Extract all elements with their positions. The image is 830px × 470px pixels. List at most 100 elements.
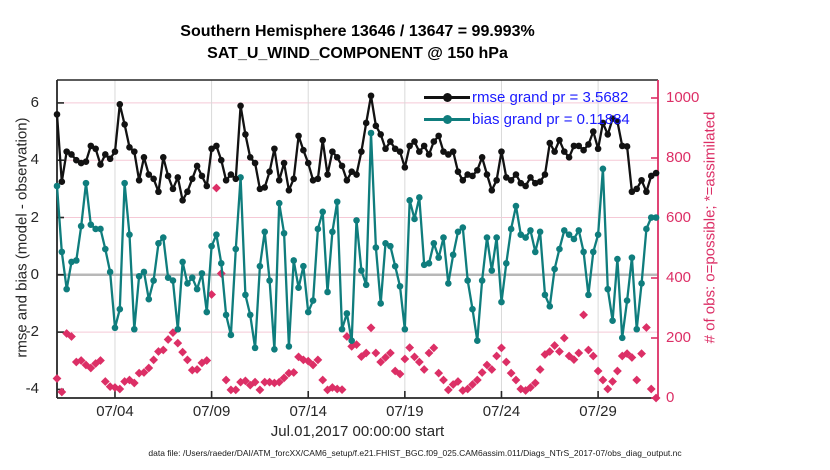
bias-marker <box>213 231 220 239</box>
obs-marker <box>443 385 453 395</box>
bias-marker <box>159 234 167 241</box>
bias-marker <box>232 245 240 253</box>
obs-marker <box>110 383 120 392</box>
bias-marker <box>145 295 153 303</box>
bias-marker <box>594 231 602 239</box>
bias-marker <box>565 231 573 239</box>
obs-marker <box>501 357 511 367</box>
rmse-marker <box>155 188 162 196</box>
rmse-marker <box>208 145 215 153</box>
rmse-marker <box>445 151 452 158</box>
rmse-marker <box>121 121 128 128</box>
bias-marker <box>522 234 529 241</box>
bias-marker <box>440 234 447 241</box>
rmse-marker <box>159 154 167 161</box>
obs-marker <box>226 385 236 395</box>
obs-marker <box>100 377 110 386</box>
bias-marker <box>126 231 133 239</box>
legend-bias: bias grand pr = 0.11884 <box>424 108 630 130</box>
rmse-marker <box>169 185 177 193</box>
bias-marker <box>401 325 409 333</box>
bias-marker <box>314 225 322 233</box>
bias-marker <box>604 285 612 293</box>
bias-marker <box>116 305 124 313</box>
bias-marker <box>614 255 621 263</box>
rmse-marker <box>353 171 360 178</box>
obs-marker <box>342 332 352 341</box>
bias-marker <box>507 225 515 233</box>
rmse-marker <box>82 158 90 165</box>
rmse-marker <box>174 174 182 181</box>
rmse-marker <box>140 154 148 161</box>
obs-marker <box>202 356 212 365</box>
rmse-marker <box>68 151 75 158</box>
rmse-marker <box>237 102 244 110</box>
rmse-marker <box>314 175 322 183</box>
rmse-marker <box>474 166 481 174</box>
x-axis-label: Jul.01,2017 00:00:00 start <box>270 423 445 440</box>
left-tick-label: -4 <box>25 380 39 398</box>
bias-marker <box>169 277 177 284</box>
bias-marker <box>198 270 206 277</box>
bias-marker <box>474 337 481 345</box>
bias-marker <box>203 308 211 316</box>
obs-marker <box>71 357 81 367</box>
bias-marker <box>435 254 442 261</box>
right-tick-label: 1000 <box>666 89 700 106</box>
bias-marker <box>106 268 114 276</box>
bias-marker <box>445 280 452 287</box>
obs-marker <box>318 375 328 385</box>
bias-marker <box>454 228 462 236</box>
rmse-marker <box>246 154 254 161</box>
rmse-marker <box>53 111 61 118</box>
rmse-marker <box>261 184 269 191</box>
bias-marker <box>498 298 505 306</box>
rmse-marker <box>435 132 442 140</box>
bias-marker <box>396 282 404 290</box>
rmse-marker <box>232 175 240 183</box>
right-tick-label: 200 <box>666 329 692 346</box>
obs-marker <box>144 363 154 373</box>
rmse-marker <box>440 148 447 155</box>
obs-marker <box>497 343 506 353</box>
bias-marker <box>483 234 491 241</box>
rmse-marker <box>106 155 114 163</box>
rmse-marker <box>116 101 124 108</box>
bias-marker <box>261 228 269 236</box>
rmse-marker <box>416 148 423 155</box>
obs-marker <box>545 347 555 356</box>
rmse-marker <box>285 186 293 194</box>
rmse-marker <box>222 176 230 184</box>
obs-marker <box>651 393 661 403</box>
obs-marker <box>530 378 540 388</box>
obs-marker <box>231 385 241 395</box>
obs-marker <box>540 350 550 359</box>
rmse-marker <box>73 156 80 164</box>
bias-marker <box>92 225 99 233</box>
rmse-marker <box>333 154 341 161</box>
obs-marker <box>550 341 560 350</box>
obs-marker <box>81 360 91 370</box>
rmse-marker <box>647 172 655 180</box>
rmse-marker <box>63 148 70 155</box>
rmse-marker <box>280 159 288 167</box>
obs-marker <box>405 343 415 352</box>
rmse-marker <box>589 128 597 135</box>
obs-marker <box>598 375 608 385</box>
obs-marker <box>429 343 439 353</box>
rmse-marker <box>430 138 438 145</box>
obs-marker <box>646 384 656 394</box>
rmse-marker <box>184 188 191 196</box>
rmse-marker <box>135 176 143 184</box>
obs-marker <box>366 323 376 333</box>
chart-title-line2: SAT_U_WIND_COMPONENT @ 150 hPa <box>207 45 508 62</box>
rmse-marker <box>488 186 496 194</box>
obs-marker <box>274 377 284 387</box>
bias-marker <box>140 268 148 276</box>
obs-marker <box>608 377 617 386</box>
bias-marker <box>174 325 182 333</box>
bias-legend-marker-icon <box>424 114 470 124</box>
rmse-marker <box>362 119 370 127</box>
bias-marker <box>358 267 365 274</box>
